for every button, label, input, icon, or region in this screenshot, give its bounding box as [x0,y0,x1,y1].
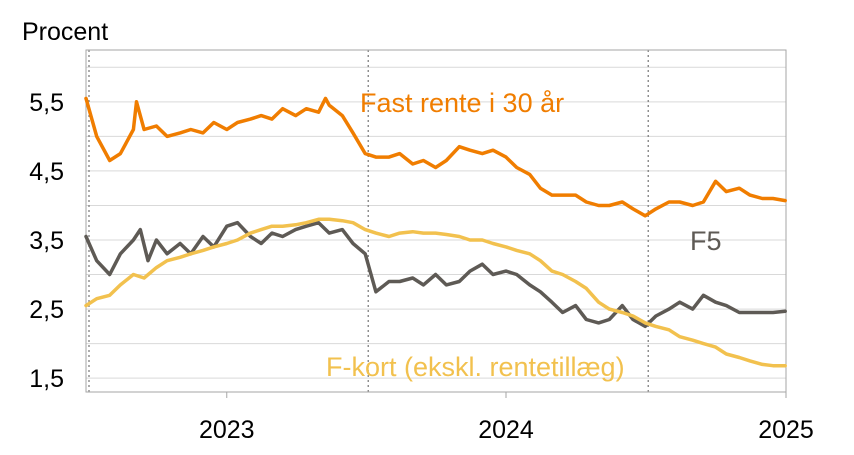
y-tick-label: 1,5 [29,365,64,393]
y-axis-ticks: 1,5 2,5 3,5 4,5 5,5 [29,89,64,393]
series-lines [84,96,787,368]
series-label-f-kort: F-kort (ekskl. rentetillæg) [326,352,625,382]
series-label-f5: F5 [690,226,722,256]
series-line-0 [84,96,787,218]
y-tick-label: 4,5 [29,158,64,186]
x-tick-label: 2024 [478,416,534,444]
y-tick-label: 2,5 [29,296,64,324]
gridlines [86,66,786,379]
x-tick-label: 2025 [758,416,814,444]
series-label-fast-rente: Fast rente i 30 år [360,88,564,118]
y-axis-label: Procent [22,18,108,46]
x-axis-ticks: 2023 2024 2025 [199,392,814,444]
x-tick-label: 2023 [199,416,255,444]
y-tick-label: 5,5 [29,89,64,117]
series-line-2 [84,217,787,368]
plot-frame [85,49,787,393]
series-line-1 [84,220,787,329]
y-tick-label: 3,5 [29,227,64,255]
